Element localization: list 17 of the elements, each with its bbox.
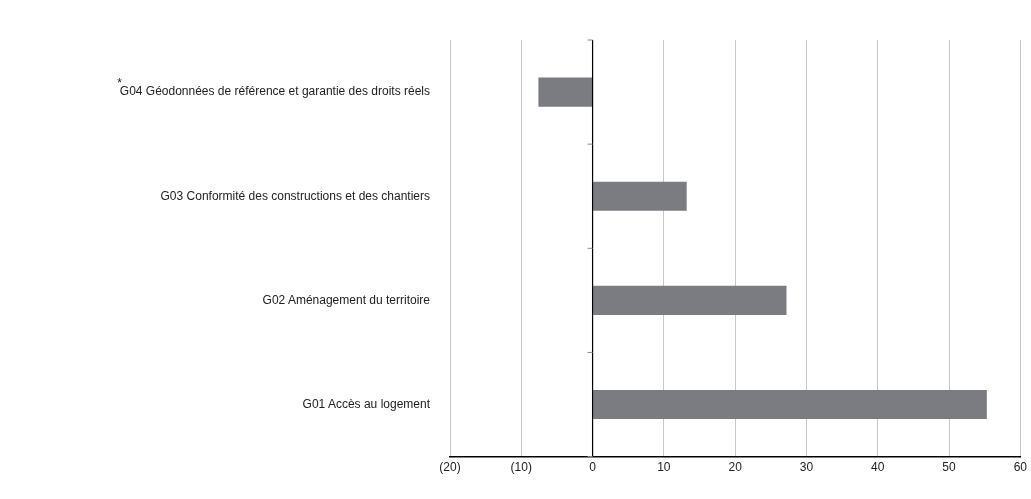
x-tick-label: 60 <box>1013 460 1028 475</box>
bar <box>593 389 987 420</box>
bar <box>538 77 593 107</box>
y-tick-label: G02 Aménagement du territoire <box>262 292 431 307</box>
y-tick-label: G01 Accès au logement <box>302 396 431 411</box>
x-tick-label: 40 <box>871 460 885 475</box>
x-tick-label: 10 <box>657 460 671 475</box>
y-tick-label: G03 Conformité des constructions et des chantiers <box>160 188 430 203</box>
x-tick-label: 20 <box>728 460 743 475</box>
bar <box>593 285 787 315</box>
x-tick-label: 30 <box>799 460 814 475</box>
x-tick-label: 0 <box>589 460 597 475</box>
x-tick-label: (10) <box>510 460 532 475</box>
x-tick-label: (20) <box>439 460 461 475</box>
y-tick-label: G04 Géodonnées de référence et garantie des droits réels <box>119 84 430 99</box>
x-tick-label: 50 <box>942 460 957 475</box>
bar <box>593 181 687 211</box>
